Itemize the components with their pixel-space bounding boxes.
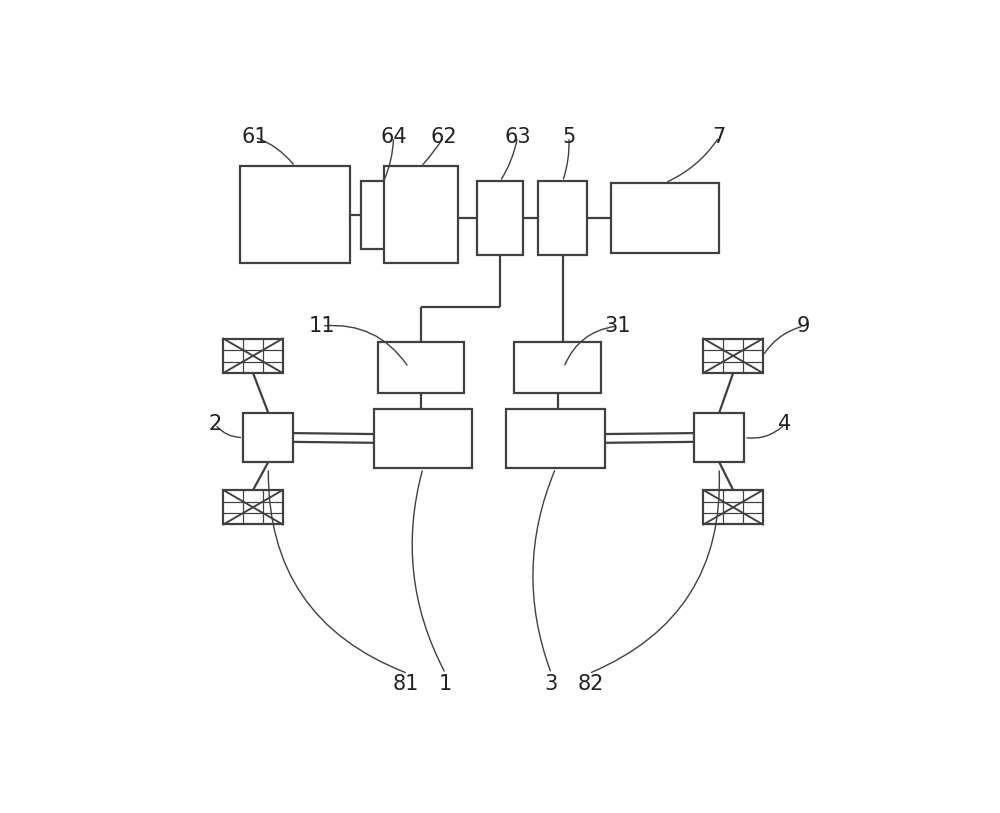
Text: 31: 31 <box>604 316 631 336</box>
Text: 1: 1 <box>439 674 452 694</box>
Bar <box>611 183 719 253</box>
Text: 62: 62 <box>430 127 457 147</box>
Bar <box>384 167 458 263</box>
Bar <box>538 181 587 255</box>
Bar <box>223 338 283 373</box>
Bar <box>374 409 472 468</box>
Text: 64: 64 <box>380 127 407 147</box>
Bar <box>378 341 464 393</box>
Bar <box>506 409 605 468</box>
Bar <box>514 341 601 393</box>
Text: 61: 61 <box>241 127 268 147</box>
Text: 4: 4 <box>778 415 791 434</box>
Bar <box>703 338 763 373</box>
Bar <box>694 413 744 462</box>
Text: 82: 82 <box>578 674 604 694</box>
Text: 5: 5 <box>562 127 575 147</box>
Text: 63: 63 <box>504 127 531 147</box>
Bar <box>240 167 350 263</box>
Text: 3: 3 <box>545 674 558 694</box>
Bar <box>477 181 523 255</box>
Text: 7: 7 <box>712 127 726 147</box>
Text: 2: 2 <box>209 415 222 434</box>
Bar <box>361 181 406 249</box>
Bar <box>223 490 283 524</box>
Text: 11: 11 <box>308 316 335 336</box>
Bar <box>703 490 763 524</box>
Text: 81: 81 <box>393 674 419 694</box>
Bar <box>243 413 293 462</box>
Text: 9: 9 <box>797 316 810 336</box>
